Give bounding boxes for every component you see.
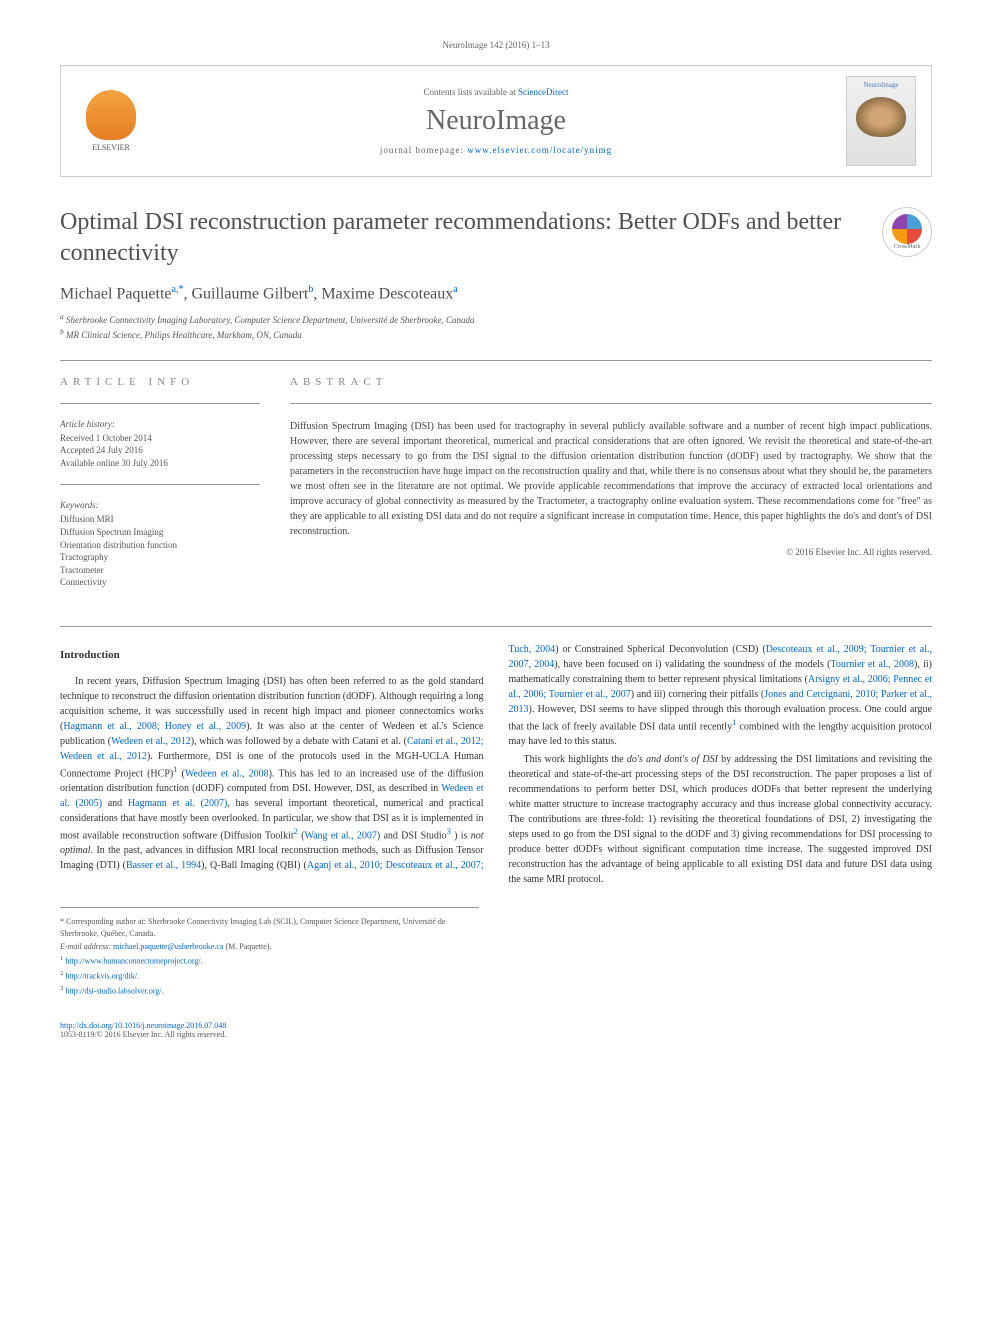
email-line: E-mail address: michael.paquette@usherbr… — [60, 941, 479, 952]
elsevier-tree-icon — [86, 90, 136, 140]
divider — [60, 484, 260, 485]
email-link[interactable]: michael.paquette@usherbrooke.ca — [113, 942, 223, 951]
body-text: ), which was followed by a debate with C… — [191, 736, 407, 747]
affil-sup: a — [60, 312, 64, 321]
author-corr-mark: * — [178, 284, 183, 295]
header-citation: NeuroImage 142 (2016) 1–13 — [60, 40, 932, 50]
page-footer: http://dx.doi.org/10.1016/j.neuroimage.2… — [60, 1021, 932, 1039]
body-text: ), have been focused on i) validating th… — [554, 659, 830, 670]
article-info-header: ARTICLE INFO — [60, 376, 260, 388]
footnote-3: 3 http://dsi-studio.labsolver.org/. — [60, 984, 479, 997]
cover-brain-icon — [856, 97, 906, 137]
journal-header: ELSEVIER Contents lists available at Sci… — [60, 65, 932, 177]
body-text: ( — [177, 768, 184, 779]
footnotes-block: * Corresponding author at: Sherbrooke Co… — [60, 907, 479, 996]
email-suffix: (M. Paquette). — [223, 942, 271, 951]
history-title: Article history: — [60, 419, 260, 429]
affil-text: MR Clinical Science, Philips Healthcare,… — [66, 330, 302, 340]
author-name: Michael Paquette — [60, 286, 172, 303]
body-paragraph: This work highlights the do's and dont's… — [509, 752, 933, 887]
header-center: Contents lists available at ScienceDirec… — [146, 87, 846, 155]
body-text: ) and iii) cornering their pitfalls ( — [631, 689, 765, 700]
article-info-column: ARTICLE INFO Article history: Received 1… — [60, 376, 260, 601]
cover-title: NeuroImage — [864, 81, 899, 89]
body-text: and — [102, 798, 128, 809]
doi-line: http://dx.doi.org/10.1016/j.neuroimage.2… — [60, 1021, 932, 1030]
affiliation-line: a Sherbrooke Connectivity Imaging Labora… — [60, 312, 932, 325]
affiliation-line: b MR Clinical Science, Philips Healthcar… — [60, 327, 932, 340]
crossmark-label: CrossMark — [894, 244, 921, 250]
footnote-sup: 2 — [60, 970, 63, 977]
body-text: ) is — [451, 830, 471, 841]
contents-prefix: Contents lists available at — [424, 87, 518, 97]
homepage-link[interactable]: www.elsevier.com/locate/ynimg — [467, 145, 612, 155]
body-text: ) and DSI Studio — [377, 830, 447, 841]
author-name: Maxime Descoteaux — [321, 286, 453, 303]
body-text: ), Q-Ball Imaging (QBI) ( — [201, 860, 307, 871]
author-affil-sup: b — [308, 284, 313, 295]
affil-sup: b — [60, 327, 64, 336]
keywords-text: Diffusion MRI Diffusion Spectrum Imaging… — [60, 513, 260, 589]
divider — [60, 626, 932, 627]
sciencedirect-link[interactable]: ScienceDirect — [518, 87, 568, 97]
abstract-header: ABSTRACT — [290, 376, 932, 388]
body-text: by addressing the DSI limitations and re… — [509, 754, 933, 885]
doi-link[interactable]: http://dx.doi.org/10.1016/j.neuroimage.2… — [60, 1021, 226, 1030]
history-block: Article history: Received 1 October 2014… — [60, 419, 260, 470]
citation-link[interactable]: Hagmann et al., 2008; Honey et al., 2009 — [63, 721, 246, 732]
footnote-link[interactable]: http://www.humanconnectomeproject.org/ — [65, 957, 200, 966]
authors-line: Michael Paquettea,*, Guillaume Gilbertb,… — [60, 284, 932, 303]
footnote-sup: 3 — [60, 985, 63, 992]
info-abstract-row: ARTICLE INFO Article history: Received 1… — [60, 376, 932, 601]
footnote-1: 1 http://www.humanconnectomeproject.org/… — [60, 954, 479, 967]
citation-link[interactable]: Wedeen et al., 2008 — [185, 768, 269, 779]
elsevier-label: ELSEVIER — [92, 143, 130, 152]
citation-link[interactable]: Wang et al., 2007 — [304, 830, 376, 841]
citation-link[interactable]: Wedeen et al., 2012 — [111, 736, 191, 747]
author-name: Guillaume Gilbert — [191, 286, 308, 303]
citation-link[interactable]: Tournier et al., 2008 — [830, 659, 914, 670]
footnote-link[interactable]: http://trackvis.org/dtk/ — [65, 971, 137, 980]
footnote-2: 2 http://trackvis.org/dtk/. — [60, 969, 479, 982]
divider — [60, 360, 932, 361]
citation-link[interactable]: Hagmann et al. (2007) — [128, 798, 227, 809]
keywords-block: Keywords: Diffusion MRI Diffusion Spectr… — [60, 500, 260, 589]
corresponding-author-note: * Corresponding author at: Sherbrooke Co… — [60, 916, 479, 938]
article-title: Optimal DSI reconstruction parameter rec… — [60, 207, 932, 269]
elsevier-logo: ELSEVIER — [76, 81, 146, 161]
issn-line: 1053-8119/© 2016 Elsevier Inc. All right… — [60, 1030, 932, 1039]
italic-text: do's and dont's of DSI — [627, 754, 718, 765]
history-text: Received 1 October 2014 Accepted 24 July… — [60, 432, 260, 470]
abstract-text: Diffusion Spectrum Imaging (DSI) has bee… — [290, 419, 932, 539]
affil-text: Sherbrooke Connectivity Imaging Laborato… — [66, 315, 475, 325]
divider — [290, 403, 932, 404]
email-label: E-mail address: — [60, 942, 113, 951]
body-text: ) or Constrained Spherical Deconvolution… — [555, 644, 766, 655]
article-body: Introduction In recent years, Diffusion … — [60, 642, 932, 887]
intro-heading: Introduction — [60, 647, 484, 664]
footnote-sup: 1 — [60, 955, 63, 962]
journal-cover-thumb: NeuroImage — [846, 76, 916, 166]
author-affil-sup: a — [453, 284, 457, 295]
citation-link[interactable]: Basser et al., 1994 — [126, 860, 201, 871]
abstract-copyright: © 2016 Elsevier Inc. All rights reserved… — [290, 547, 932, 557]
crossmark-icon — [892, 214, 922, 244]
footnote-link[interactable]: http://dsi-studio.labsolver.org/ — [65, 986, 161, 995]
keywords-title: Keywords: — [60, 500, 260, 510]
journal-homepage: journal homepage: www.elsevier.com/locat… — [146, 145, 846, 155]
body-text: This work highlights the — [524, 754, 627, 765]
divider — [60, 403, 260, 404]
journal-name: NeuroImage — [146, 105, 846, 137]
abstract-column: ABSTRACT Diffusion Spectrum Imaging (DSI… — [290, 376, 932, 601]
crossmark-badge[interactable]: CrossMark — [882, 207, 932, 257]
contents-line: Contents lists available at ScienceDirec… — [146, 87, 846, 97]
affiliations-block: a Sherbrooke Connectivity Imaging Labora… — [60, 312, 932, 340]
homepage-label: journal homepage: — [380, 145, 467, 155]
